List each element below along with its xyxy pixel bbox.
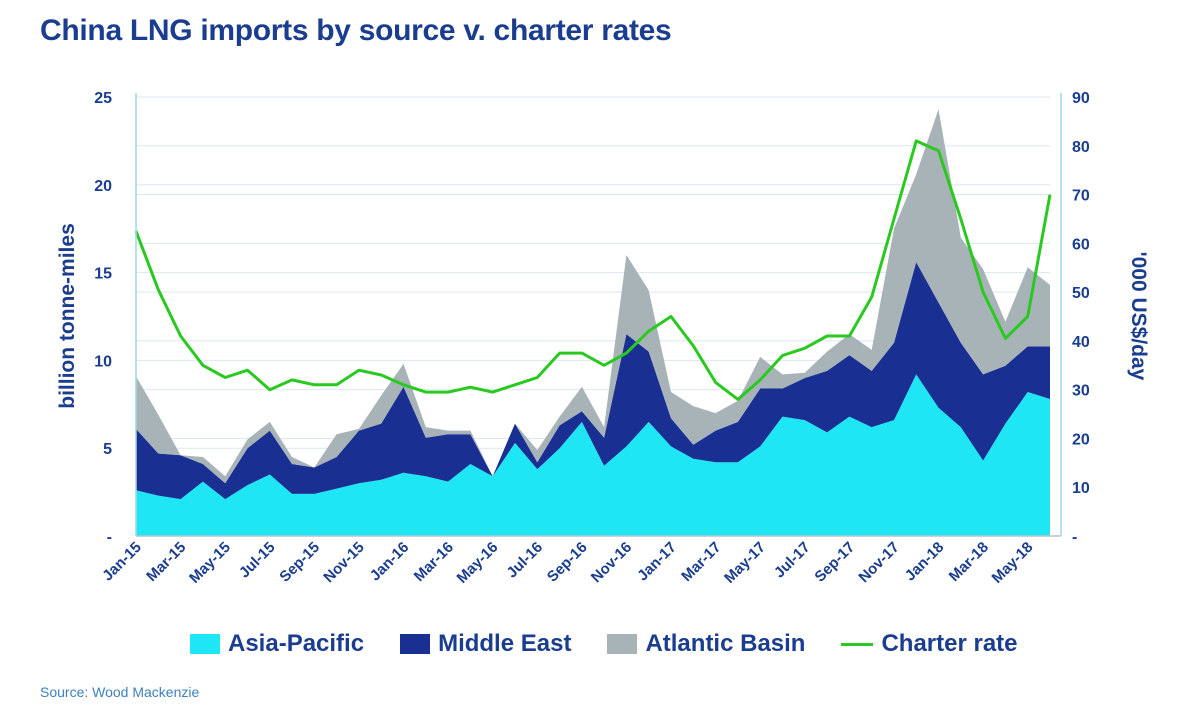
x-tick-label: Jul-15: [236, 539, 279, 582]
y2-tick-label: -: [1072, 529, 1077, 546]
x-tick-label: Jan-17: [634, 539, 680, 585]
legend-swatch-atlantic-basin: [607, 634, 638, 654]
legend-swatch-charter-rate: [841, 642, 874, 646]
x-tick-label: May-15: [186, 539, 234, 587]
x-tick-label: Sep-17: [811, 539, 858, 586]
charter-rate-line-group: [134, 139, 1052, 401]
y-tick-label: 15: [94, 266, 112, 283]
stacked-areas: [136, 109, 1050, 536]
y2-tick-label: 10: [1072, 480, 1090, 497]
y2-tick-label: 20: [1072, 431, 1090, 448]
y-tick-label: 10: [94, 353, 112, 370]
x-tick-label: Mar-17: [678, 539, 724, 585]
x-tick-label: Jan-16: [367, 539, 413, 585]
x-tick-label: Mar-16: [411, 539, 457, 585]
legend-label-charter-rate: Charter rate: [881, 630, 1018, 657]
x-tick-label: Nov-15: [320, 539, 367, 586]
legend-swatch-middle-east: [400, 634, 431, 654]
x-tick-label: Mar-18: [946, 539, 992, 585]
y2-tick-label: 60: [1072, 236, 1090, 253]
y2-axis-title: '000 US$/day: [1127, 252, 1150, 381]
y-tick-label: -: [107, 529, 112, 546]
x-tick-label: Jul-17: [771, 539, 814, 582]
legend-item-charter-rate: Charter rate: [841, 630, 1018, 658]
y2-tick-label: 90: [1072, 90, 1090, 107]
x-tick-label: Sep-15: [276, 539, 323, 586]
y2-tick-label: 80: [1072, 139, 1090, 156]
legend-item-middle-east: Middle East: [400, 630, 571, 658]
chart-title: China LNG imports by source v. charter r…: [40, 14, 672, 47]
x-tick-label: Mar-15: [143, 539, 189, 585]
legend-item-asia-pacific: Asia-Pacific: [190, 630, 364, 658]
y2-tick-label: 70: [1072, 188, 1090, 205]
x-tick-label: Sep-16: [544, 539, 591, 586]
area-atlantic-basin: [136, 109, 1050, 484]
legend-swatch-asia-pacific: [190, 634, 220, 654]
y-tick-label: 5: [103, 441, 112, 458]
x-tick-label: Nov-17: [855, 539, 902, 586]
y2-tick-label: 30: [1072, 383, 1090, 400]
y2-tick-label: 50: [1072, 285, 1090, 302]
y-tick-label: 20: [94, 178, 112, 195]
area-middle-east: [136, 262, 1050, 500]
x-tick-label: Nov-16: [588, 539, 635, 586]
x-tick-label: Jul-16: [503, 539, 546, 582]
x-tick-label: Jan-18: [902, 539, 948, 585]
charter-rate-line: [134, 139, 1052, 401]
y-tick-label: 25: [94, 90, 112, 107]
y2-tick-label: 40: [1072, 334, 1090, 351]
source-note: Source: Wood Mackenzie: [40, 684, 200, 700]
legend-label-middle-east: Middle East: [438, 630, 572, 657]
legend-label-atlantic-basin: Atlantic Basin: [645, 630, 806, 657]
axes: [135, 93, 1062, 537]
legend-item-atlantic-basin: Atlantic Basin: [607, 630, 805, 658]
legend: Asia-Pacific Middle East Atlantic Basin …: [190, 630, 1054, 658]
area-asia-pacific: [136, 374, 1050, 536]
x-tick-label: May-16: [454, 539, 502, 587]
x-tick-label: May-17: [721, 539, 769, 587]
x-tick-label: May-18: [989, 539, 1037, 587]
y-axis-title: billion tonne-miles: [56, 223, 79, 409]
legend-label-asia-pacific: Asia-Pacific: [228, 630, 365, 657]
